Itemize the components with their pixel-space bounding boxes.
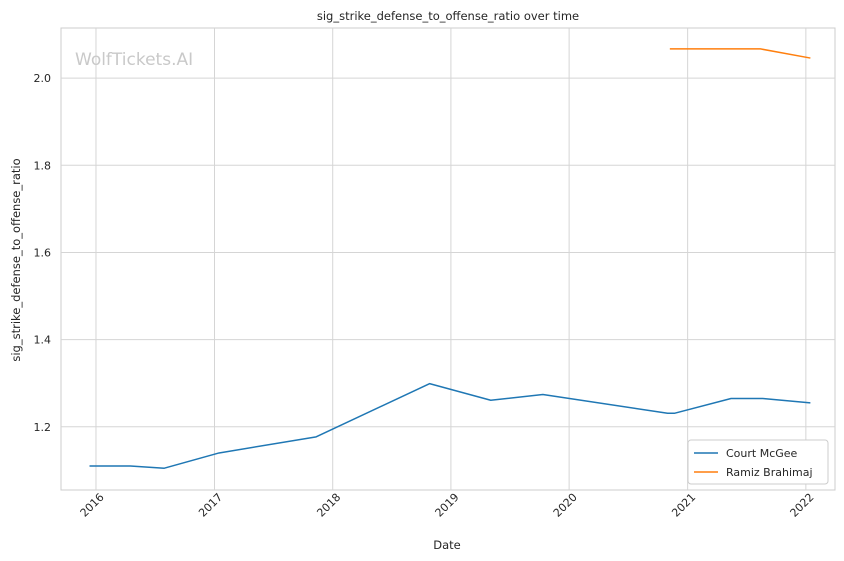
legend: Court McGee Ramiz Brahimaj (687, 439, 829, 485)
gridlines (61, 28, 835, 490)
x-axis-ticks: 2016 2017 2018 2019 2020 2021 2022 (78, 491, 817, 520)
chart-title: sig_strike_defense_to_offense_ratio over… (317, 9, 579, 23)
y-tick-label: 1.6 (34, 246, 52, 259)
x-tick-label: 2022 (788, 491, 817, 520)
x-tick-label: 2020 (551, 491, 580, 520)
legend-box (687, 439, 829, 485)
y-tick-label: 1.2 (34, 421, 52, 434)
x-tick-label: 2019 (433, 491, 462, 520)
watermark: WolfTickets.AI (75, 50, 193, 70)
series-line-ramiz-brahimaj (669, 48, 811, 59)
y-tick-label: 1.8 (34, 159, 52, 172)
plot-area (60, 27, 836, 491)
legend-label-ramiz-brahimaj: Ramiz Brahimaj (726, 466, 813, 479)
x-tick-label: 2021 (669, 491, 698, 520)
legend-label-court-mcgee: Court McGee (726, 447, 798, 460)
y-tick-label: 1.4 (34, 334, 52, 347)
series-line-court-mcgee (89, 382, 811, 469)
x-tick-label: 2018 (314, 491, 343, 520)
series-layer (89, 48, 811, 469)
x-tick-label: 2017 (196, 491, 225, 520)
y-tick-label: 2.0 (34, 72, 52, 85)
y-axis-label: sig_strike_defense_to_offense_ratio (9, 158, 23, 361)
x-axis-label: Date (433, 538, 461, 552)
y-axis-ticks: 1.2 1.4 1.6 1.8 2.0 (34, 72, 52, 434)
x-tick-label: 2016 (78, 491, 107, 520)
